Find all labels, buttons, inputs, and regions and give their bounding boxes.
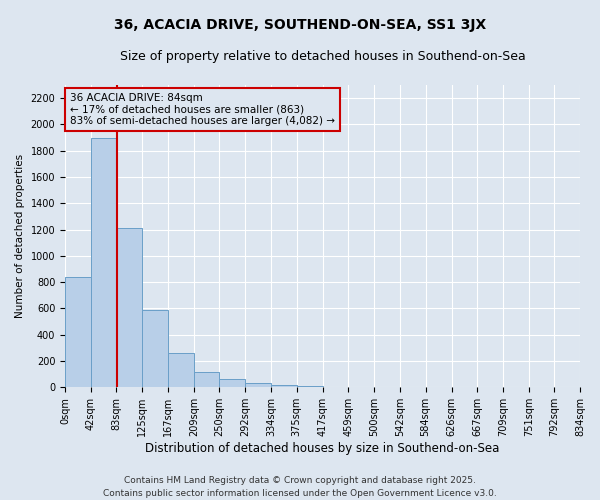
Y-axis label: Number of detached properties: Number of detached properties [15, 154, 25, 318]
Bar [142, 310, 168, 388]
Text: 36 ACACIA DRIVE: 84sqm
← 17% of detached houses are smaller (863)
83% of semi-de: 36 ACACIA DRIVE: 84sqm ← 17% of detached… [70, 93, 335, 126]
Bar [245, 384, 271, 388]
Bar [194, 372, 220, 388]
Title: Size of property relative to detached houses in Southend-on-Sea: Size of property relative to detached ho… [119, 50, 526, 63]
Bar [323, 386, 349, 388]
Text: Contains HM Land Registry data © Crown copyright and database right 2025.
Contai: Contains HM Land Registry data © Crown c… [103, 476, 497, 498]
Bar [116, 228, 142, 388]
Bar [220, 379, 245, 388]
X-axis label: Distribution of detached houses by size in Southend-on-Sea: Distribution of detached houses by size … [145, 442, 500, 455]
Bar [296, 386, 323, 388]
Bar [91, 138, 116, 388]
Bar [65, 277, 91, 388]
Text: 36, ACACIA DRIVE, SOUTHEND-ON-SEA, SS1 3JX: 36, ACACIA DRIVE, SOUTHEND-ON-SEA, SS1 3… [114, 18, 486, 32]
Bar [271, 386, 296, 388]
Bar [168, 353, 194, 388]
